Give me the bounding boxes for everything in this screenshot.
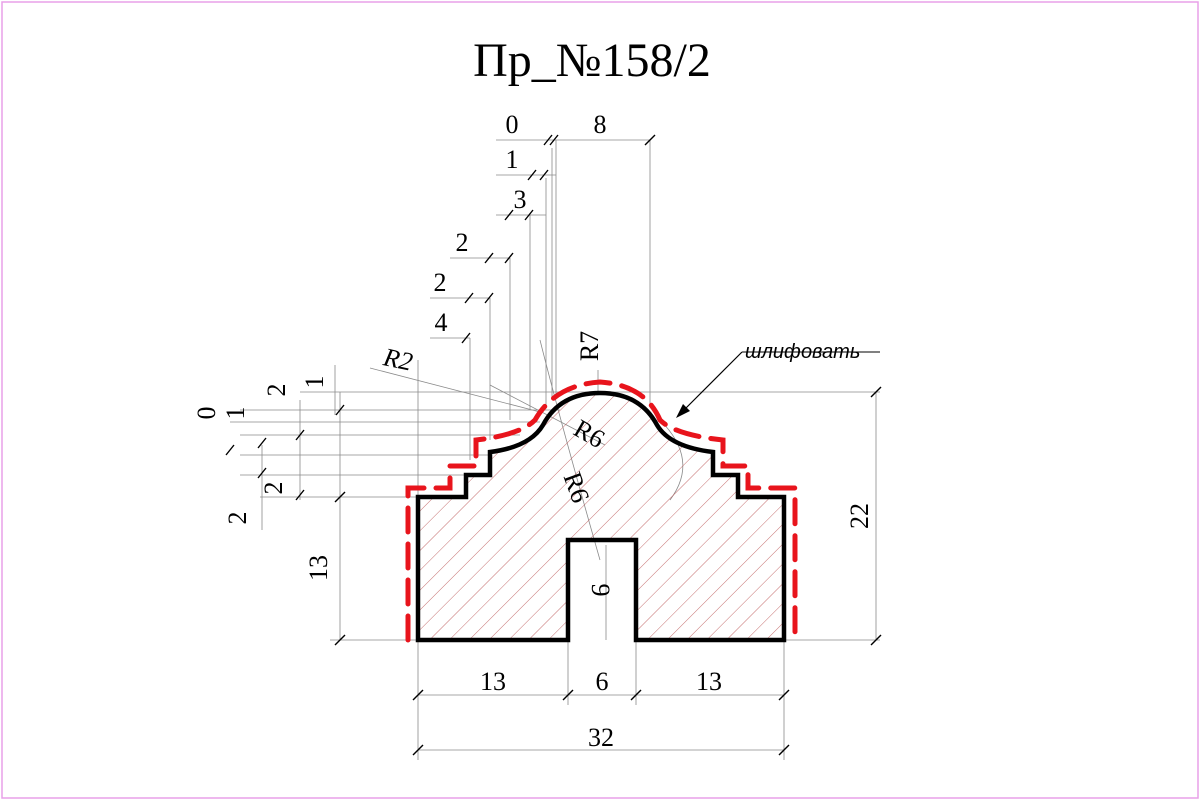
note-leader-arrow (677, 351, 743, 417)
dim-r7: R7 (575, 331, 604, 361)
dim-left-2b: 2 (259, 482, 288, 495)
note-arrow-head (676, 404, 690, 418)
dim-top-0: 0 (506, 110, 519, 139)
dim-bottom-32: 32 (588, 723, 614, 752)
dim-top-4: 4 (435, 308, 448, 337)
dimension-labels: 0 8 1 3 2 2 4 R2 R7 R6 R6 1 2 0 1 2 2 13… (192, 110, 874, 752)
dim-top-2a: 2 (456, 228, 469, 257)
sanding-outline (405, 379, 798, 643)
drawing-title: Пр_№158/2 (473, 34, 711, 87)
dim-left-1b: 1 (221, 407, 250, 420)
dim-left-2a: 2 (262, 384, 291, 397)
dimension-ticks (225, 134, 882, 756)
dim-right-22: 22 (845, 503, 874, 529)
dim-bottom-6: 6 (596, 667, 609, 696)
dim-left-2c: 2 (223, 512, 252, 525)
dim-top-1: 1 (506, 145, 519, 174)
dim-top-8: 8 (594, 110, 607, 139)
dim-left-13: 13 (304, 555, 333, 581)
dim-r2: R2 (380, 342, 415, 377)
dim-bottom-13b: 13 (696, 667, 722, 696)
profile-section (415, 390, 787, 643)
dim-left-0: 0 (192, 407, 221, 420)
dim-top-2b: 2 (434, 268, 447, 297)
dim-bottom-13a: 13 (480, 667, 506, 696)
dim-groove-9: 9 (586, 584, 615, 597)
dim-top-3: 3 (514, 185, 527, 214)
dim-left-1a: 1 (300, 376, 329, 389)
sanding-note: шлифовать (745, 341, 860, 363)
